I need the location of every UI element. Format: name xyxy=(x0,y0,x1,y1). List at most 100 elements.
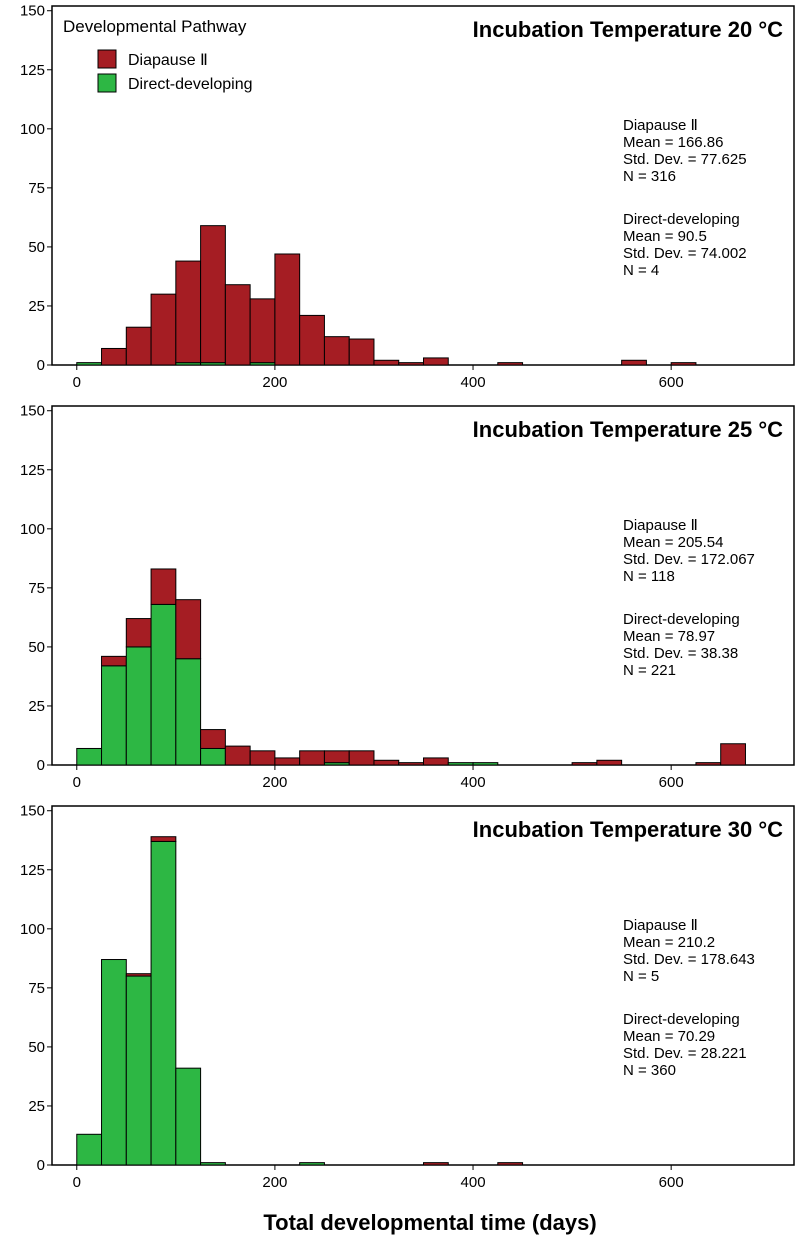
panel-title: Incubation Temperature 30 °C xyxy=(473,817,783,842)
bar-diapause xyxy=(323,336,350,366)
y-tick-label: 0 xyxy=(37,757,45,774)
bar-diapause xyxy=(224,284,251,366)
y-tick-label: 125 xyxy=(20,862,45,879)
stats-line: Std. Dev. = 172.067 xyxy=(623,551,755,568)
y-tick-label: 100 xyxy=(20,121,45,138)
x-tick-label: 400 xyxy=(461,774,486,791)
panel-3: 0 25 50 75 100 125 150 0 200 400 600 Incubation Tem… xyxy=(20,803,795,1191)
stats-line: N = 221 xyxy=(623,662,676,679)
legend-title: Developmental Pathway xyxy=(63,17,247,36)
stats-line: Mean = 90.5 xyxy=(623,228,707,245)
bar-diapause xyxy=(299,314,325,366)
bar-diapause xyxy=(200,729,226,749)
x-tick-label: 200 xyxy=(262,1174,287,1191)
stats-line: Std. Dev. = 74.002 xyxy=(623,245,747,262)
x-tick-label: 0 xyxy=(73,774,81,791)
stats-line: N = 118 xyxy=(623,568,675,585)
bar-direct-developing xyxy=(200,747,226,766)
bar-diapause xyxy=(200,225,226,364)
bar-diapause xyxy=(323,750,350,764)
bar-diapause xyxy=(398,362,425,366)
x-axis-label: Total developmental time (days) xyxy=(263,1210,596,1235)
y-tick-label: 150 xyxy=(20,3,45,20)
stats-line: Direct-developing xyxy=(623,611,740,628)
x-tick-label: 0 xyxy=(73,1174,81,1191)
bar-diapause xyxy=(670,362,697,366)
bar-diapause xyxy=(423,357,449,366)
bar-diapause xyxy=(175,260,202,364)
stats-line: N = 5 xyxy=(623,968,659,985)
legend-swatch xyxy=(97,49,117,69)
x-tick-label: 600 xyxy=(659,1174,684,1191)
bar-diapause xyxy=(125,326,152,366)
y-tick-label: 100 xyxy=(20,521,45,538)
y-tick-label: 75 xyxy=(28,180,45,197)
panel-1: 0 25 50 75 100 125 150 0 200 400 600 Incubation Tem… xyxy=(20,3,795,391)
bar-diapause xyxy=(348,338,375,366)
y-tick-label: 25 xyxy=(28,698,45,715)
y-tick-label: 150 xyxy=(20,803,45,820)
bar-diapause xyxy=(423,1162,449,1166)
stats-line: Diapause Ⅱ xyxy=(623,117,698,134)
stats-line: Std. Dev. = 38.38 xyxy=(623,645,738,662)
bar-diapause xyxy=(596,759,623,766)
bar-diapause xyxy=(101,655,127,667)
bar-diapause xyxy=(249,750,276,766)
x-tick-label: 200 xyxy=(262,374,287,391)
stats-line: Mean = 166.86 xyxy=(623,134,724,151)
bar-diapause xyxy=(497,362,524,366)
legend-swatch xyxy=(97,73,117,93)
bar-diapause xyxy=(621,359,647,366)
bar-diapause xyxy=(150,293,177,366)
y-tick-label: 0 xyxy=(37,357,45,374)
bar-direct-developing xyxy=(200,1162,226,1166)
bar-diapause xyxy=(720,743,746,766)
y-tick-label: 50 xyxy=(28,239,45,256)
y-tick-label: 25 xyxy=(28,1098,45,1115)
panels-group: 0 25 50 75 100 125 150 0 200 400 600 Incubation Tem… xyxy=(20,3,795,1191)
bar-direct-developing xyxy=(299,1162,325,1166)
legend-label: Diapause Ⅱ xyxy=(128,52,208,69)
bar-diapause xyxy=(423,757,449,766)
panel-title: Incubation Temperature 25 °C xyxy=(473,417,783,442)
x-tick-label: 200 xyxy=(262,774,287,791)
stats-line: Diapause Ⅱ xyxy=(623,517,698,534)
bar-direct-developing xyxy=(150,840,177,1166)
stats-line: Direct-developing xyxy=(623,211,740,228)
stats-line: N = 360 xyxy=(623,1062,676,1079)
bar-diapause xyxy=(348,750,375,766)
bar-diapause xyxy=(274,757,301,766)
stats-line: Std. Dev. = 77.625 xyxy=(623,151,747,168)
y-tick-label: 50 xyxy=(28,1039,45,1056)
bar-diapause xyxy=(299,750,325,766)
bar-diapause xyxy=(274,253,301,366)
panel-title: Incubation Temperature 20 °C xyxy=(473,17,783,42)
bar-direct-developing xyxy=(125,646,152,766)
bar-diapause xyxy=(125,618,152,648)
bar-diapause xyxy=(373,759,400,766)
bar-direct-developing xyxy=(101,665,127,766)
bar-direct-developing xyxy=(447,762,474,766)
stats-line: Mean = 70.29 xyxy=(623,1028,715,1045)
bar-direct-developing xyxy=(76,747,103,766)
bar-diapause xyxy=(373,359,400,366)
legend-label: Direct-developing xyxy=(128,76,253,93)
stats-line: Mean = 210.2 xyxy=(623,934,715,951)
bar-direct-developing xyxy=(76,362,103,366)
bar-diapause xyxy=(150,836,177,842)
stats-line: Mean = 205.54 xyxy=(623,534,724,551)
y-tick-label: 125 xyxy=(20,62,45,79)
bar-direct-developing xyxy=(101,959,127,1166)
bar-diapause xyxy=(497,1162,524,1166)
bar-diapause xyxy=(398,762,425,766)
y-tick-label: 0 xyxy=(37,1157,45,1174)
bar-diapause xyxy=(249,298,276,364)
stats-line: Direct-developing xyxy=(623,1011,740,1028)
y-tick-label: 75 xyxy=(28,980,45,997)
bar-direct-developing xyxy=(175,658,202,766)
bar-direct-developing xyxy=(125,975,152,1166)
y-tick-label: 25 xyxy=(28,298,45,315)
stats-line: N = 316 xyxy=(623,168,676,185)
stats-line: Mean = 78.97 xyxy=(623,628,715,645)
